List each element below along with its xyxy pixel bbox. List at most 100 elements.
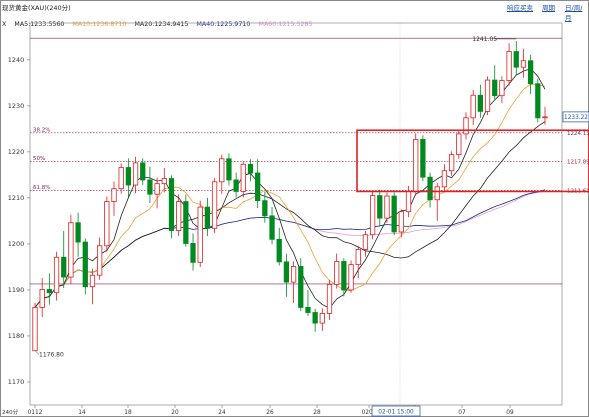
candle-body[interactable]: [46, 289, 52, 294]
candle-body[interactable]: [398, 211, 404, 233]
candle-body[interactable]: [355, 249, 361, 266]
period-label: 240分: [2, 408, 19, 416]
candle-body[interactable]: [513, 51, 519, 68]
candle-body[interactable]: [219, 158, 225, 183]
last-price-box: [562, 111, 589, 123]
candle-body[interactable]: [140, 162, 146, 181]
candle-body[interactable]: [89, 274, 96, 288]
candle-body[interactable]: [190, 243, 196, 263]
ma5-label: MA5:1233.5560: [14, 21, 65, 28]
candle-body[interactable]: [405, 191, 412, 213]
ma10-line: [34, 84, 546, 308]
candle-body[interactable]: [290, 266, 297, 283]
x-tick-label: 0112: [28, 410, 43, 416]
ma20-label: MA20:1234.9415: [134, 21, 189, 28]
candle-body[interactable]: [183, 201, 189, 244]
candle-body[interactable]: [276, 238, 282, 263]
candle-body[interactable]: [125, 167, 132, 186]
candle-body[interactable]: [362, 234, 369, 250]
candle-body[interactable]: [484, 79, 491, 112]
response-trade-link[interactable]: 响应买卖: [507, 4, 533, 12]
candle-body[interactable]: [542, 116, 548, 119]
candle-body[interactable]: [262, 200, 268, 217]
candle-body[interactable]: [211, 181, 218, 229]
candle-body[interactable]: [348, 264, 354, 291]
y-tick-label: 1240: [8, 56, 25, 64]
candle-body[interactable]: [448, 154, 455, 172]
candle-body[interactable]: [298, 266, 304, 308]
candle-body[interactable]: [168, 178, 175, 231]
chart-title: 现货黄金(XAU)(240分): [2, 4, 71, 12]
candle-body[interactable]: [132, 162, 139, 186]
candle-body[interactable]: [68, 222, 74, 278]
candle-body[interactable]: [147, 179, 153, 195]
candle-body[interactable]: [247, 163, 254, 174]
candle-body[interactable]: [104, 201, 110, 247]
candle-body[interactable]: [161, 178, 167, 185]
candle-body[interactable]: [520, 60, 527, 68]
candle-body[interactable]: [420, 139, 426, 178]
candle-body[interactable]: [506, 51, 512, 81]
candle-body[interactable]: [341, 261, 347, 291]
candle-body[interactable]: [61, 256, 67, 278]
candle-body[interactable]: [413, 139, 419, 192]
ma60-label: MA60:1215.5285: [258, 21, 313, 28]
candle-body[interactable]: [204, 206, 211, 229]
fib-percent-label: 61.8%: [33, 185, 50, 191]
candle-body[interactable]: [32, 307, 38, 352]
period-link[interactable]: 周期: [542, 4, 555, 12]
candle-body[interactable]: [391, 195, 397, 233]
candle-body[interactable]: [283, 261, 290, 283]
candle-body[interactable]: [197, 206, 203, 263]
close-mark[interactable]: X: [2, 21, 7, 28]
candle-body[interactable]: [176, 201, 182, 231]
candle-body[interactable]: [233, 179, 239, 192]
candle-body[interactable]: [226, 158, 232, 181]
candle-body[interactable]: [255, 172, 261, 202]
candle-body[interactable]: [319, 313, 325, 324]
low-pointer: [34, 350, 40, 355]
candle-body[interactable]: [369, 195, 376, 236]
candle-body[interactable]: [427, 176, 433, 201]
candle-body[interactable]: [377, 195, 383, 219]
candle-body[interactable]: [470, 94, 476, 119]
candle-body[interactable]: [111, 188, 117, 202]
y-tick-label: 1180: [8, 332, 25, 340]
last-price-label: 1233.22: [564, 115, 588, 121]
ma40-label: MA40:1225.9710: [196, 21, 251, 28]
highlight-box: [356, 129, 589, 193]
y-tick-label: 1230: [8, 102, 25, 110]
plot-area: [29, 22, 563, 406]
candle-body[interactable]: [477, 94, 483, 112]
x-tick-label: 18: [124, 410, 132, 416]
candle-body[interactable]: [305, 307, 311, 313]
title-bar: 现货黄金(XAU)(240分) 响应买卖 周期 日/周/月: [2, 1, 587, 22]
candle-body[interactable]: [154, 183, 160, 195]
candle-body[interactable]: [39, 289, 45, 308]
candle-body[interactable]: [326, 284, 333, 314]
time-readout-label: 02-01 15:00: [378, 410, 414, 416]
candle-body[interactable]: [97, 245, 103, 276]
candle-body[interactable]: [82, 241, 88, 288]
candle-body[interactable]: [528, 60, 534, 85]
day-week-month-link[interactable]: 日/周/月: [565, 4, 583, 22]
candle-body[interactable]: [456, 133, 462, 156]
candle-body[interactable]: [312, 312, 318, 324]
candle-body[interactable]: [118, 167, 124, 190]
candle-body[interactable]: [53, 256, 60, 294]
candle-body[interactable]: [492, 79, 498, 97]
candle-body[interactable]: [463, 117, 469, 135]
candle-body[interactable]: [75, 222, 81, 243]
candle-body[interactable]: [240, 163, 246, 192]
candle-body[interactable]: [434, 186, 440, 201]
ma60-line: [34, 190, 546, 308]
x-tick-label: 28: [313, 410, 321, 416]
candle-body[interactable]: [441, 170, 448, 188]
ma-legend: X MA5:1233.5560 MA10:1236.8710 MA20:1234…: [2, 11, 557, 28]
candle-body[interactable]: [499, 80, 505, 97]
candle-body[interactable]: [535, 83, 541, 119]
candle-body[interactable]: [384, 195, 390, 219]
candle-body[interactable]: [269, 215, 275, 240]
candle-body[interactable]: [334, 261, 340, 285]
